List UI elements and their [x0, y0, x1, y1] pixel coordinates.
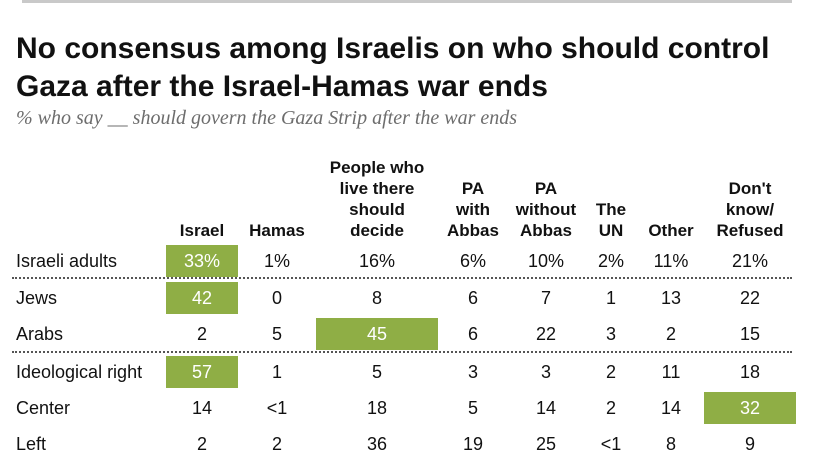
- column-header: The UN: [595, 200, 627, 240]
- table-cell: 5: [271, 324, 282, 344]
- table-cell: 1: [271, 362, 282, 382]
- highlighted-cell: 42: [166, 282, 238, 314]
- table-cell: 25: [535, 434, 557, 454]
- highlighted-cell: 45: [316, 318, 438, 350]
- table-row: Arabs 2 5 45 6 22 3 2 15: [0, 318, 820, 350]
- table-cell: 22: [739, 288, 761, 308]
- table-cell: 3: [467, 362, 478, 382]
- table-row: Jews 42 0 8 6 7 1 13 22: [0, 282, 820, 314]
- table-cell: 10%: [527, 251, 565, 271]
- table-cell: 9: [744, 434, 755, 454]
- table-row: Center 14 <1 18 5 14 2 14 32: [0, 392, 820, 424]
- table-cell: 2: [665, 324, 676, 344]
- table-cell: 6%: [459, 251, 486, 271]
- table-cell: 6: [467, 288, 478, 308]
- table-cell: 1%: [263, 251, 290, 271]
- table-cell: 11%: [653, 251, 689, 271]
- table-cell: 5: [371, 362, 382, 382]
- table-cell: 16%: [358, 251, 396, 271]
- table-cell: 8: [371, 288, 382, 308]
- highlighted-cell: 33%: [166, 245, 238, 277]
- column-header: Don't know/ Refused: [716, 179, 784, 240]
- table-cell: 5: [467, 398, 478, 418]
- column-header: PA without Abbas: [515, 179, 577, 240]
- table-cell: 13: [660, 288, 682, 308]
- column-header: PA with Abbas: [447, 179, 499, 240]
- table-cell: 11: [661, 362, 681, 382]
- table-cell: 14: [535, 398, 557, 418]
- row-label: Center: [16, 398, 71, 418]
- table-cell: 2: [271, 434, 282, 454]
- row-label: Left: [16, 434, 47, 454]
- table-cell: <1: [266, 398, 288, 418]
- column-header: Hamas: [249, 221, 305, 240]
- table-cell: 22: [535, 324, 557, 344]
- table-cell: 2: [196, 324, 207, 344]
- row-label: Arabs: [16, 324, 64, 344]
- highlighted-cell: 32: [704, 392, 796, 424]
- table-cell: 1: [605, 288, 616, 308]
- table-cell: 0: [271, 288, 282, 308]
- table-cell: 2%: [597, 251, 624, 271]
- column-header-row: Israel Hamas People who live there should …: [0, 145, 820, 241]
- table-row: Israeli adults 33% 1% 16% 6% 10% 2% 11% 21%: [0, 245, 820, 277]
- table-row: Ideological right 57 1 5 3 3 2 11 18: [0, 356, 820, 388]
- highlighted-cell: 57: [166, 356, 238, 388]
- table-cell: 18: [739, 362, 761, 382]
- table-cell: 3: [605, 324, 616, 344]
- table-cell: 8: [665, 434, 676, 454]
- table-cell: 2: [196, 434, 207, 454]
- table-row: Left 2 2 36 19 25 <1 8 9: [0, 428, 820, 460]
- row-label: Jews: [16, 288, 58, 308]
- table-cell: 36: [366, 434, 388, 454]
- table-cell: 18: [366, 398, 388, 418]
- table-cell: 3: [540, 362, 551, 382]
- column-header: People who live there should decide: [329, 158, 425, 240]
- table-cell: 7: [540, 288, 551, 308]
- table-cell: 6: [467, 324, 478, 344]
- table-cell: <1: [600, 434, 622, 454]
- row-label: Ideological right: [16, 362, 143, 382]
- row-label: Israeli adults: [16, 251, 118, 271]
- chart-title: No consensus among Israelis on who shoul…: [16, 32, 770, 103]
- table-cell: 2: [605, 398, 616, 418]
- table-cell: 2: [605, 362, 616, 382]
- chart-subtitle: % who say __ should govern the Gaza Stri…: [16, 107, 518, 129]
- top-rule: [22, 0, 792, 3]
- column-header: Israel: [179, 221, 225, 240]
- table-cell: 19: [462, 434, 484, 454]
- dotted-divider: [12, 351, 792, 353]
- table-cell: 14: [660, 398, 682, 418]
- table-cell: 14: [191, 398, 213, 418]
- column-header: Other: [648, 221, 694, 240]
- table-cell: 15: [739, 324, 761, 344]
- dotted-divider: [12, 277, 792, 279]
- table-cell: 21%: [731, 251, 769, 271]
